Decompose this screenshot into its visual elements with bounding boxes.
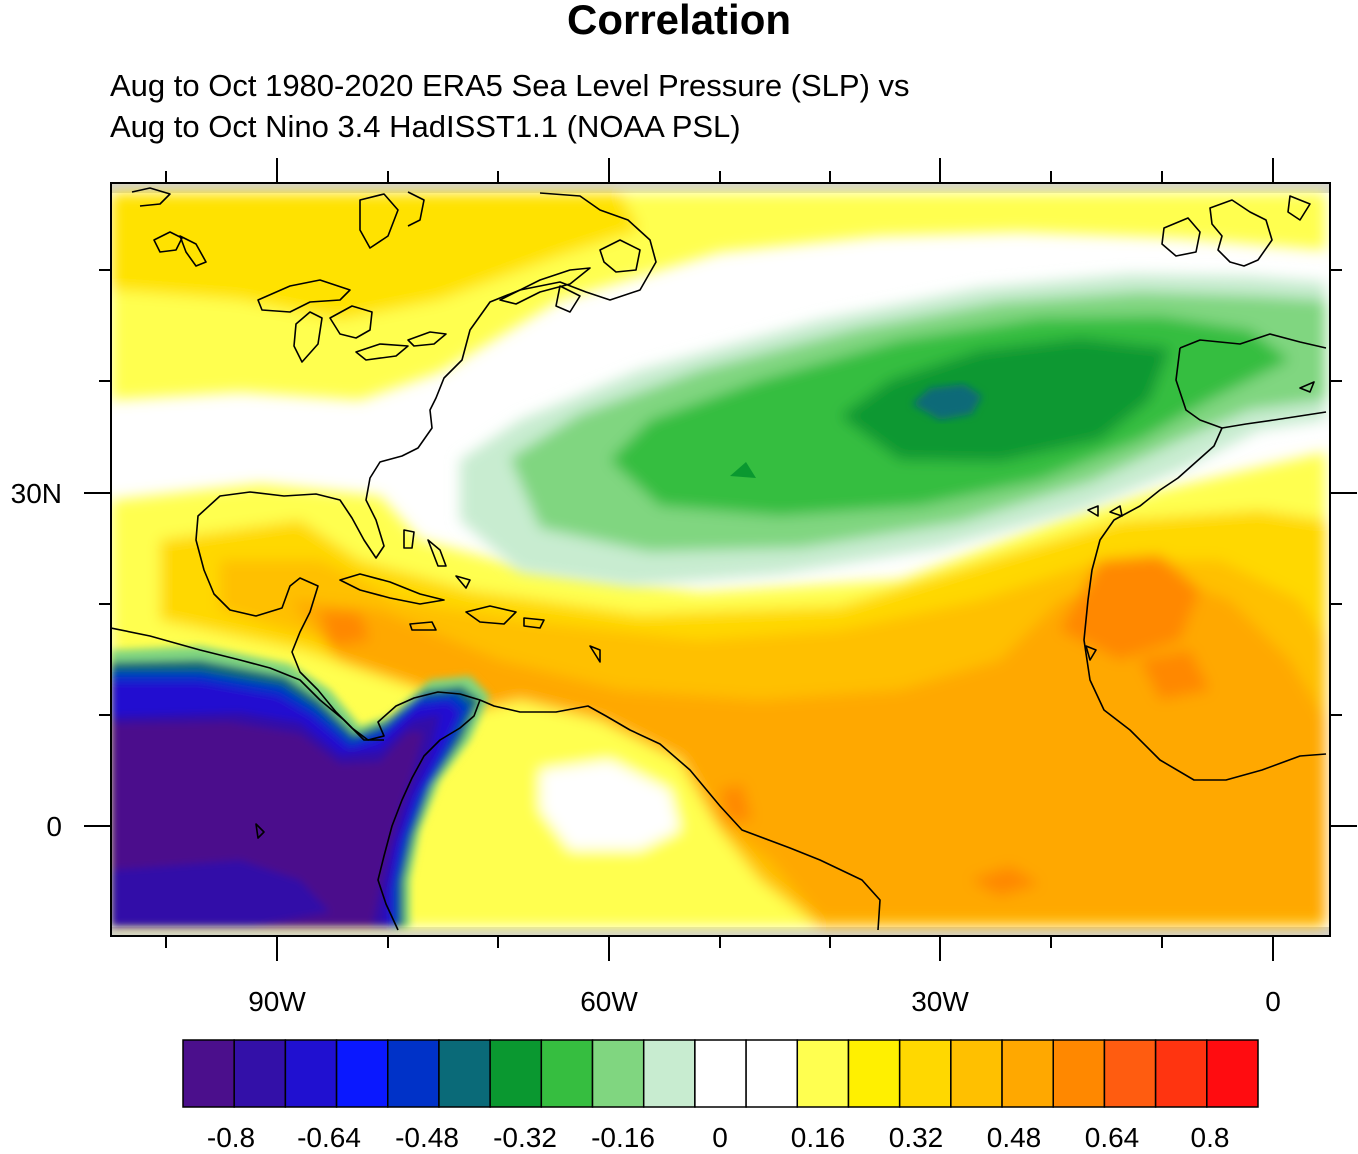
colorbar-swatch [796,1039,850,1108]
lat-label-30n: 30N [10,478,62,509]
colorbar-swatch [642,1039,696,1108]
colorbar-swatch [1103,1039,1157,1108]
colorbar-label: 0.48 [986,1122,1042,1153]
plot-title: Correlation [566,0,792,43]
missing-data-strip-top [111,183,1330,193]
subtitle-line-1: Aug to Oct 1980-2020 ERA5 Sea Level Pres… [110,68,910,103]
colorbar-label: -0.8 [206,1122,256,1153]
colorbar-label: -0.16 [591,1122,655,1153]
coastlines [111,187,1327,931]
colorbar-swatch [387,1039,440,1108]
colorbar-label: -0.32 [493,1122,557,1153]
colorbar-swatch [1206,1039,1259,1108]
colorbar-swatch [950,1039,1003,1108]
colorbar-label: 0.64 [1084,1122,1140,1153]
colorbar [182,1039,1259,1108]
colorbar-swatch [847,1039,901,1108]
colorbar-swatch [898,1039,952,1108]
colorbar-swatch [745,1039,799,1108]
lon-label-30w: 30W [911,986,969,1017]
colorbar-swatch [591,1039,645,1108]
colorbar-swatch [1052,1039,1106,1108]
colorbar-label: 0.16 [790,1122,846,1153]
colorbar-label: -0.64 [297,1122,361,1153]
colorbar-label: 0.8 [1190,1122,1230,1153]
missing-data-strip-bottom [111,927,1330,936]
axis-ticks [84,158,1357,961]
subtitle-line-2: Aug to Oct Nino 3.4 HadISST1.1 (NOAA PSL… [110,109,741,144]
colorbar-swatch [694,1039,747,1108]
lon-label-90w: 90W [248,986,306,1017]
colorbar-label: 0 [712,1122,728,1153]
colorbar-swatch [233,1039,287,1108]
colorbar-swatch [335,1039,389,1108]
colorbar-label: -0.48 [395,1122,459,1153]
correlation-field [111,183,1330,936]
colorbar-swatch [540,1039,594,1108]
colorbar-swatch [1001,1039,1054,1108]
correlation-minimum-core [912,384,982,420]
lat-label-0: 0 [46,811,62,842]
colorbar-swatch [1154,1039,1208,1108]
colorbar-swatch [284,1039,338,1108]
colorbar-swatch [438,1039,491,1108]
colorbar-label: 0.32 [888,1122,944,1153]
colorbar-swatch [489,1039,543,1108]
lon-label-0: 0 [1265,986,1281,1017]
lon-label-60w: 60W [580,986,638,1017]
colorbar-swatch [182,1039,235,1108]
